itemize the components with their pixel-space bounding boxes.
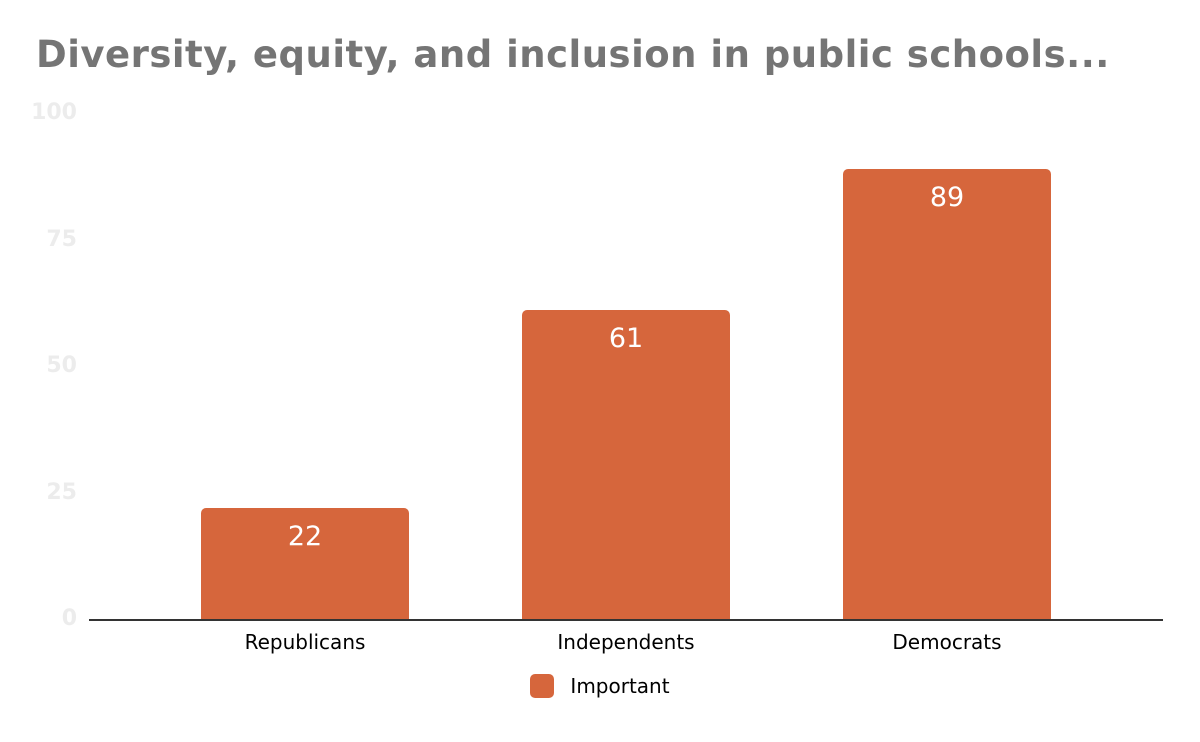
y-axis-tick-label: 100 [31, 100, 77, 125]
bar-value-label: 61 [608, 323, 644, 355]
bar-value-label: 22 [287, 520, 323, 552]
plot-area: 0 25 50 75 100 22 61 89 [31, 100, 1163, 631]
bar-value-label: 89 [929, 181, 965, 213]
y-axis-tick-label: 0 [61, 606, 77, 631]
legend: Important [0, 674, 1200, 698]
bar-democrats: 89 [843, 168, 1051, 619]
bar-independents: 61 [522, 310, 730, 619]
bar-republicans: 22 [201, 507, 409, 619]
x-axis-label-democrats: Democrats [892, 630, 1002, 654]
x-axis-label-independents: Independents [557, 630, 695, 654]
y-axis-tick-label: 25 [46, 479, 77, 505]
x-axis-label-republicans: Republicans [244, 630, 366, 654]
x-axis-labels: Republicans Independents Democrats [89, 630, 1163, 654]
y-axis-tick-label: 75 [46, 226, 77, 252]
chart-title: Diversity, equity, and inclusion in publ… [36, 33, 1110, 76]
legend-label: Important [570, 674, 670, 698]
bars-container: 22 61 89 [89, 113, 1163, 619]
y-axis-tick-label: 50 [46, 353, 77, 378]
legend-swatch-icon [530, 674, 555, 698]
